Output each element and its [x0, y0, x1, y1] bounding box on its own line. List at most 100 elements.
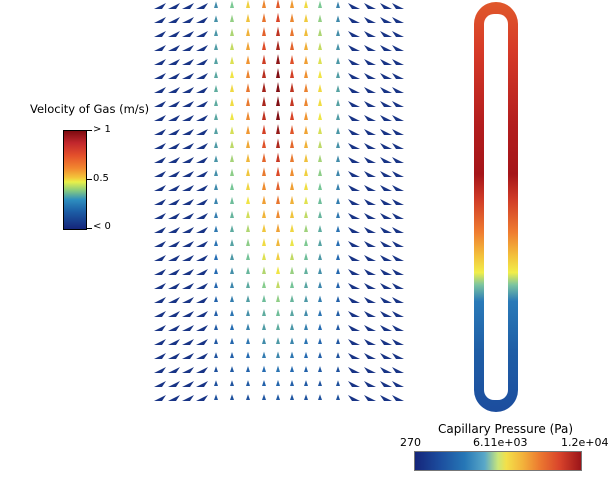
velocity-arrow — [392, 381, 404, 387]
velocity-arrow — [196, 199, 208, 205]
velocity-arrow — [318, 168, 322, 176]
velocity-arrow — [304, 83, 308, 92]
velocity-arrow — [318, 56, 322, 64]
velocity-arrow — [304, 0, 308, 9]
velocity-arrow — [364, 297, 376, 303]
velocity-arrow — [168, 3, 180, 9]
velocity-arrow — [196, 241, 208, 247]
velocity-arrow — [348, 227, 360, 233]
velocity-arrow — [318, 70, 322, 78]
velocity-arrow — [364, 31, 376, 37]
velocity-arrow — [348, 115, 360, 121]
velocity-arrow — [154, 297, 166, 303]
velocity-arrow — [318, 267, 322, 274]
velocity-arrow — [196, 115, 208, 121]
velocity-arrow — [380, 157, 392, 163]
velocity-arrow — [262, 153, 266, 162]
velocity-arrow — [380, 87, 392, 93]
pressure-color-bar — [414, 451, 582, 471]
velocity-arrow — [196, 381, 208, 387]
velocity-arrow — [380, 367, 392, 373]
velocity-arrow — [364, 339, 376, 345]
velocity-arrow — [364, 17, 376, 23]
velocity-arrow — [276, 280, 280, 288]
velocity-arrow — [276, 351, 280, 358]
capillary-pressure-tube — [474, 2, 518, 412]
velocity-arrow — [276, 82, 280, 92]
velocity-arrow — [154, 185, 166, 191]
velocity-arrow — [168, 381, 180, 387]
velocity-arrow — [276, 12, 280, 22]
velocity-arrow — [230, 14, 234, 22]
velocity-arrow — [154, 59, 166, 65]
velocity-arrow — [262, 82, 266, 92]
velocity-arrow — [392, 213, 404, 219]
velocity-arrow — [182, 311, 194, 317]
velocity-arrow — [392, 199, 404, 205]
velocity-arrow — [318, 28, 322, 36]
velocity-arrow — [168, 87, 180, 93]
velocity-arrow — [214, 57, 218, 64]
velocity-arrow — [196, 353, 208, 359]
velocity-arrow — [364, 325, 376, 331]
velocity-arrow — [182, 199, 194, 205]
velocity-arrow — [196, 311, 208, 317]
velocity-arrow — [262, 365, 266, 372]
velocity-arrow — [214, 338, 218, 344]
velocity-arrow — [262, 337, 266, 344]
velocity-arrow — [392, 297, 404, 303]
velocity-arrow — [262, 40, 266, 50]
velocity-arrow — [364, 59, 376, 65]
velocity-arrow — [154, 227, 166, 233]
velocity-arrow — [182, 143, 194, 149]
velocity-arrow — [154, 269, 166, 275]
velocity-arrow — [262, 0, 266, 8]
velocity-arrow — [336, 197, 340, 204]
velocity-arrow — [168, 45, 180, 51]
velocity-arrow — [246, 27, 250, 36]
velocity-arrow — [230, 351, 234, 358]
velocity-arrow — [168, 157, 180, 163]
velocity-arrow — [392, 3, 404, 9]
velocity-arrow — [154, 325, 166, 331]
velocity-arrow — [364, 367, 376, 373]
velocity-arrow — [246, 153, 250, 162]
velocity-arrow — [246, 0, 250, 9]
velocity-arrow — [276, 266, 280, 274]
velocity-arrow — [182, 171, 194, 177]
velocity-arrow — [262, 223, 266, 232]
velocity-arrow — [392, 101, 404, 107]
velocity-arrow — [276, 138, 280, 148]
velocity-arrow — [336, 183, 340, 190]
velocity-arrow — [230, 168, 234, 176]
velocity-arrow — [336, 15, 340, 22]
velocity-arrow — [336, 113, 340, 120]
velocity-arrow — [262, 181, 266, 190]
velocity-arrow — [290, 124, 294, 134]
velocity-arrow — [336, 324, 340, 330]
velocity-arrow — [168, 269, 180, 275]
velocity-arrow — [168, 241, 180, 247]
velocity-arrow — [214, 197, 218, 204]
velocity-arrow — [364, 269, 376, 275]
pressure-min-label: 270 — [400, 436, 421, 449]
velocity-arrow — [364, 255, 376, 261]
velocity-arrow — [348, 353, 360, 359]
velocity-arrow — [336, 352, 340, 358]
velocity-arrow — [214, 169, 218, 176]
velocity-arrow — [230, 239, 234, 246]
velocity-arrow — [290, 68, 294, 78]
velocity-arrow — [276, 152, 280, 162]
velocity-arrow — [290, 309, 294, 316]
velocity-arrow — [182, 87, 194, 93]
velocity-arrow — [348, 157, 360, 163]
velocity-arrow — [276, 237, 280, 246]
velocity-arrow — [348, 129, 360, 135]
velocity-arrow — [304, 139, 308, 148]
velocity-arrow — [318, 225, 322, 232]
velocity-arrow — [348, 311, 360, 317]
velocity-arrow — [348, 17, 360, 23]
velocity-arrow — [336, 57, 340, 64]
velocity-arrow — [318, 309, 322, 316]
velocity-arrow — [318, 281, 322, 288]
